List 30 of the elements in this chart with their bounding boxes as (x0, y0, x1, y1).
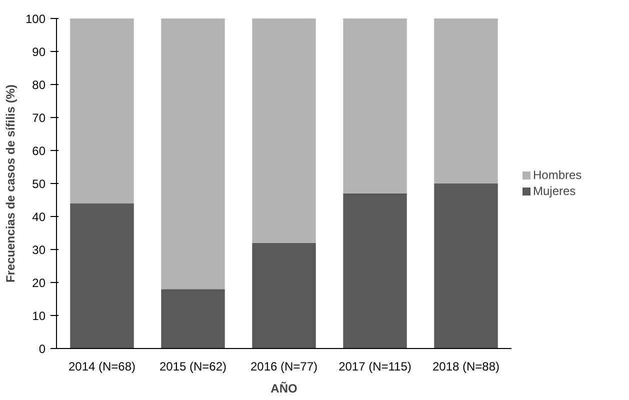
bar (70, 203, 134, 348)
y-tick-label: 60 (32, 144, 46, 158)
legend-label: Mujeres (533, 184, 576, 198)
bar (252, 18, 316, 243)
legend-label: Hombres (533, 168, 582, 182)
bar (161, 289, 225, 348)
x-tick-label: 2016 (N=77) (250, 360, 318, 374)
x-tick-label: 2014 (N=68) (68, 360, 136, 374)
y-tick-label: 90 (32, 45, 46, 59)
x-tick-label: 2018 (N=88) (432, 360, 500, 374)
y-tick-label: 40 (32, 210, 46, 224)
y-tick-label: 0 (38, 342, 46, 356)
bar (70, 18, 134, 204)
x-tick-label: 2017 (N=115) (338, 360, 412, 374)
y-tick-label: 80 (32, 78, 46, 92)
y-axis-title: Frecuencias de casos de sífilis (%) (3, 84, 18, 283)
bar (434, 18, 498, 184)
y-tick-label: 20 (32, 276, 46, 290)
bar (161, 18, 225, 290)
x-axis-title: AÑO (270, 382, 298, 396)
bar (252, 242, 316, 348)
y-tick-label: 30 (32, 243, 46, 257)
y-tick-label: 100 (25, 12, 46, 26)
y-tick-label: 10 (32, 309, 46, 323)
y-tick-label: 50 (32, 177, 46, 191)
bar (434, 184, 498, 348)
bar (343, 18, 407, 194)
y-tick-label: 70 (32, 111, 46, 125)
x-tick-label: 2015 (N=62) (159, 360, 227, 374)
bar (343, 193, 407, 348)
